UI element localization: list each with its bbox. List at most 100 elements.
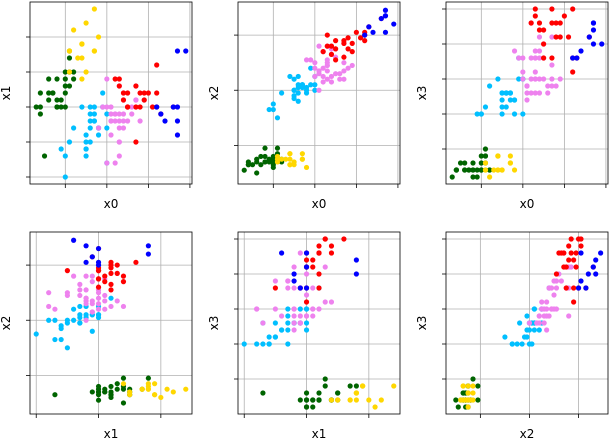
data-point-darkgreen xyxy=(470,167,476,173)
data-point-red xyxy=(108,281,114,287)
data-point-darkgreen xyxy=(470,160,476,166)
data-point-darkgreen xyxy=(353,383,359,389)
data-point-darkgreen xyxy=(62,90,68,96)
data-point-red xyxy=(549,6,555,12)
data-point-violet xyxy=(557,76,563,82)
data-point-gold xyxy=(482,167,489,173)
data-point-deepskyblue xyxy=(108,295,114,301)
data-point-darkgreen xyxy=(50,90,56,96)
data-point-violet xyxy=(71,273,77,279)
data-point-darkgreen xyxy=(455,404,461,410)
data-point-violet xyxy=(89,298,95,304)
data-point-blue xyxy=(291,271,297,277)
data-point-darkgreen xyxy=(453,397,459,403)
data-point-blue xyxy=(593,271,599,277)
data-point-violet xyxy=(291,313,297,319)
data-point-violet xyxy=(536,34,543,40)
data-point-violet xyxy=(549,83,555,89)
data-point-darkgreen xyxy=(316,397,322,403)
data-point-gold xyxy=(470,383,476,389)
data-point-darkgreen xyxy=(102,389,108,395)
data-point-deepskyblue xyxy=(297,306,303,312)
data-point-blue xyxy=(154,104,160,110)
data-point-darkgreen xyxy=(245,162,251,168)
data-point-violet xyxy=(322,299,328,305)
data-point-violet xyxy=(536,90,543,96)
scatter-panel-x0-vs-x1: x0 x1 xyxy=(0,1,193,211)
data-point-deepskyblue xyxy=(274,115,281,121)
data-point-blue xyxy=(578,48,584,54)
data-point-gold xyxy=(465,404,471,410)
data-point-blue xyxy=(353,271,359,277)
data-point-darkgreen xyxy=(470,174,476,180)
data-point-red xyxy=(108,270,114,276)
data-point-violet xyxy=(528,55,534,61)
data-point-violet xyxy=(129,111,135,117)
data-point-violet xyxy=(260,320,266,326)
data-point-red xyxy=(116,76,122,82)
data-point-red xyxy=(120,279,127,285)
x-axis-label: x0 xyxy=(104,197,119,211)
data-point-violet xyxy=(324,57,330,63)
data-point-violet xyxy=(320,73,326,80)
data-point-blue xyxy=(174,132,181,138)
data-point-red xyxy=(556,250,562,256)
data-point-deepskyblue xyxy=(285,306,291,312)
data-point-deepskyblue xyxy=(71,317,77,323)
data-point-darkgreen xyxy=(89,389,95,395)
data-point-violet xyxy=(89,309,95,315)
data-point-violet xyxy=(316,43,322,49)
data-point-violet xyxy=(83,317,89,323)
data-point-gold xyxy=(127,392,133,398)
data-point-blue xyxy=(353,257,359,263)
data-point-darkgreen xyxy=(470,376,476,382)
data-point-deepskyblue xyxy=(507,90,513,96)
data-point-violet xyxy=(83,273,89,279)
data-point-violet xyxy=(316,87,322,93)
data-point-darkgreen xyxy=(33,104,39,110)
data-point-violet xyxy=(46,290,52,296)
data-point-red xyxy=(561,13,567,19)
data-point-deepskyblue xyxy=(241,341,247,347)
data-point-darkgreen xyxy=(474,167,480,173)
data-point-red xyxy=(328,43,335,49)
data-point-blue xyxy=(158,111,164,117)
data-point-darkgreen xyxy=(478,167,484,173)
data-point-gold xyxy=(91,48,97,54)
data-point-darkgreen xyxy=(54,76,60,82)
data-point-deepskyblue xyxy=(89,328,95,334)
data-point-red xyxy=(578,243,584,249)
data-point-red xyxy=(120,273,127,279)
data-point-violet xyxy=(297,313,303,319)
data-point-red xyxy=(141,97,147,103)
data-point-red xyxy=(303,257,310,263)
data-point-gold xyxy=(465,390,471,396)
data-point-red xyxy=(557,34,563,40)
data-point-deepskyblue xyxy=(478,111,484,117)
data-point-blue xyxy=(162,118,168,124)
data-point-deepskyblue xyxy=(503,104,509,110)
data-point-deepskyblue xyxy=(487,83,493,89)
data-point-gold xyxy=(83,20,89,26)
data-point-violet xyxy=(541,320,547,326)
data-point-deepskyblue xyxy=(295,90,301,96)
data-point-red xyxy=(568,236,574,242)
data-point-red xyxy=(114,262,120,268)
data-point-violet xyxy=(322,264,328,270)
data-point-deepskyblue xyxy=(260,341,266,347)
data-point-violet xyxy=(337,76,343,82)
data-point-darkgreen xyxy=(95,389,102,395)
data-point-violet xyxy=(104,160,110,166)
scatter-panel-x0-vs-x2: x0 x2 xyxy=(207,1,401,211)
data-point-red xyxy=(116,83,122,89)
data-point-gold xyxy=(465,383,471,389)
data-point-violet xyxy=(254,306,260,312)
data-point-deepskyblue xyxy=(83,132,89,138)
data-point-violet xyxy=(77,292,83,299)
axes-frame xyxy=(445,231,609,415)
data-point-gold xyxy=(287,156,293,162)
data-point-blue xyxy=(378,15,384,22)
data-point-violet xyxy=(95,306,102,312)
data-point-blue xyxy=(382,29,389,35)
axes-frame xyxy=(29,231,193,415)
